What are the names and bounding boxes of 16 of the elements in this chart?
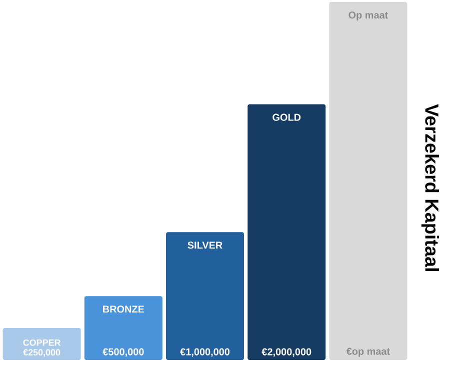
- data-label: €1,000,000: [180, 348, 230, 357]
- bar: [166, 232, 244, 360]
- bar: [248, 104, 326, 360]
- data-label: €250,000: [23, 349, 60, 357]
- x-tick-label: GOLD: [272, 114, 301, 121]
- x-tick-label: COPPER: [23, 339, 61, 346]
- y-axis-title: Verzekerd Kapitaal: [421, 104, 440, 271]
- data-label: €500,000: [102, 348, 144, 357]
- bar: [2, 328, 81, 360]
- x-tick-label: SILVER: [188, 242, 222, 249]
- data-label: €op maat: [346, 348, 390, 357]
- bar: [329, 2, 408, 360]
- bar: [84, 296, 162, 360]
- data-label: €2,000,000: [262, 348, 312, 357]
- x-tick-label: Op maat: [348, 12, 388, 21]
- x-tick-label: BRONZE: [103, 306, 144, 313]
